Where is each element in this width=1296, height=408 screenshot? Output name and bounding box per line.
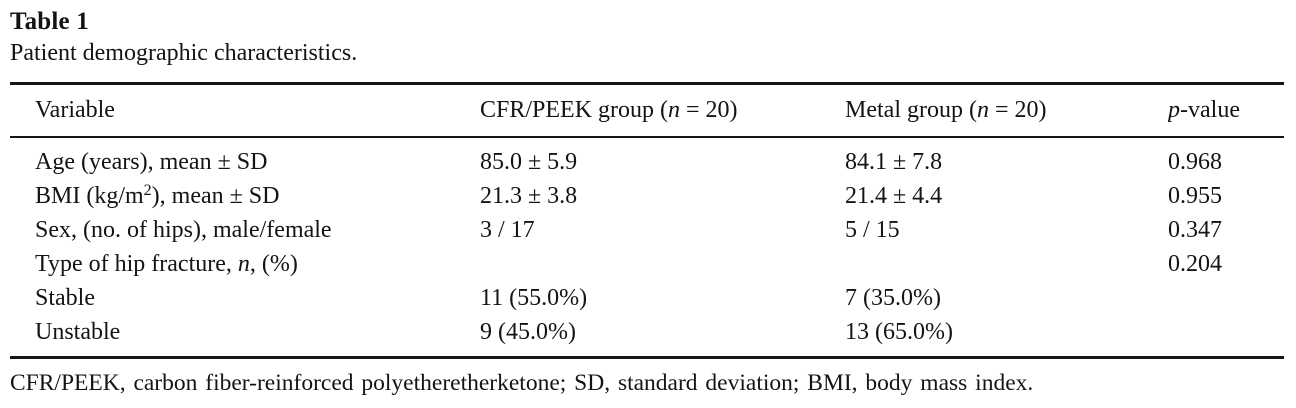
table-caption: Patient demographic characteristics. bbox=[10, 40, 358, 66]
paper-table-figure: Table 1 Patient demographic characterist… bbox=[10, 8, 1284, 396]
cell-cfrpeek: 9 (45.0%) bbox=[480, 319, 576, 345]
cell-pvalue bbox=[1168, 281, 1284, 315]
column-header-cfrpeek-group: CFR/PEEK group (n = 20) bbox=[480, 83, 845, 138]
cell-metal: 84.1 ± 7.8 bbox=[845, 149, 943, 175]
cell-metal: 21.4 ± 4.4 bbox=[845, 183, 943, 209]
cell-pvalue: 0.347 bbox=[1168, 217, 1222, 243]
column-header-variable: Variable bbox=[10, 83, 480, 138]
cell-cfrpeek: 11 (55.0%) bbox=[480, 285, 588, 311]
table-title: Table 1 bbox=[10, 8, 89, 35]
cell-variable: Stable bbox=[35, 285, 95, 311]
cell-variable: Age (years), mean ± SD bbox=[35, 149, 268, 175]
table-footnote: CFR/PEEK, carbon fiber-reinforced polyet… bbox=[10, 370, 1034, 396]
column-header-p-value: p-value bbox=[1168, 83, 1284, 138]
cell-variable: Unstable bbox=[35, 319, 121, 345]
cell-pvalue: 0.968 bbox=[1168, 149, 1222, 175]
cell-cfrpeek: 21.3 ± 3.8 bbox=[480, 183, 578, 209]
table-row: Age (years), mean ± SD 85.0 ± 5.9 84.1 ±… bbox=[10, 137, 1284, 179]
header-row: Variable CFR/PEEK group (n = 20) Metal g… bbox=[10, 83, 1284, 138]
table-row: Type of hip fracture, n, (%) 0.204 bbox=[10, 247, 1284, 281]
cell-pvalue: 0.204 bbox=[1168, 251, 1222, 277]
cell-cfrpeek: 85.0 ± 5.9 bbox=[480, 149, 578, 175]
cell-metal: 7 (35.0%) bbox=[845, 285, 941, 311]
cell-metal: 5 / 15 bbox=[845, 217, 900, 243]
demographics-table: Variable CFR/PEEK group (n = 20) Metal g… bbox=[10, 82, 1284, 359]
cell-variable: Type of hip fracture, n, (%) bbox=[35, 251, 298, 277]
table-row: Sex, (no. of hips), male/female 3 / 17 5… bbox=[10, 213, 1284, 247]
cell-variable: BMI (kg/m2), mean ± SD bbox=[35, 182, 280, 210]
table-row: BMI (kg/m2), mean ± SD 21.3 ± 3.8 21.4 ±… bbox=[10, 179, 1284, 213]
cell-cfrpeek: 3 / 17 bbox=[480, 217, 535, 243]
cell-cfrpeek bbox=[480, 247, 845, 281]
cell-variable: Sex, (no. of hips), male/female bbox=[35, 217, 332, 243]
column-header-metal-group: Metal group (n = 20) bbox=[845, 83, 1168, 138]
table-row: Stable 11 (55.0%) 7 (35.0%) bbox=[10, 281, 1284, 315]
cell-pvalue bbox=[1168, 315, 1284, 358]
cell-metal bbox=[845, 247, 1168, 281]
cell-metal: 13 (65.0%) bbox=[845, 319, 953, 345]
cell-pvalue: 0.955 bbox=[1168, 183, 1222, 209]
table-row: Unstable 9 (45.0%) 13 (65.0%) bbox=[10, 315, 1284, 358]
